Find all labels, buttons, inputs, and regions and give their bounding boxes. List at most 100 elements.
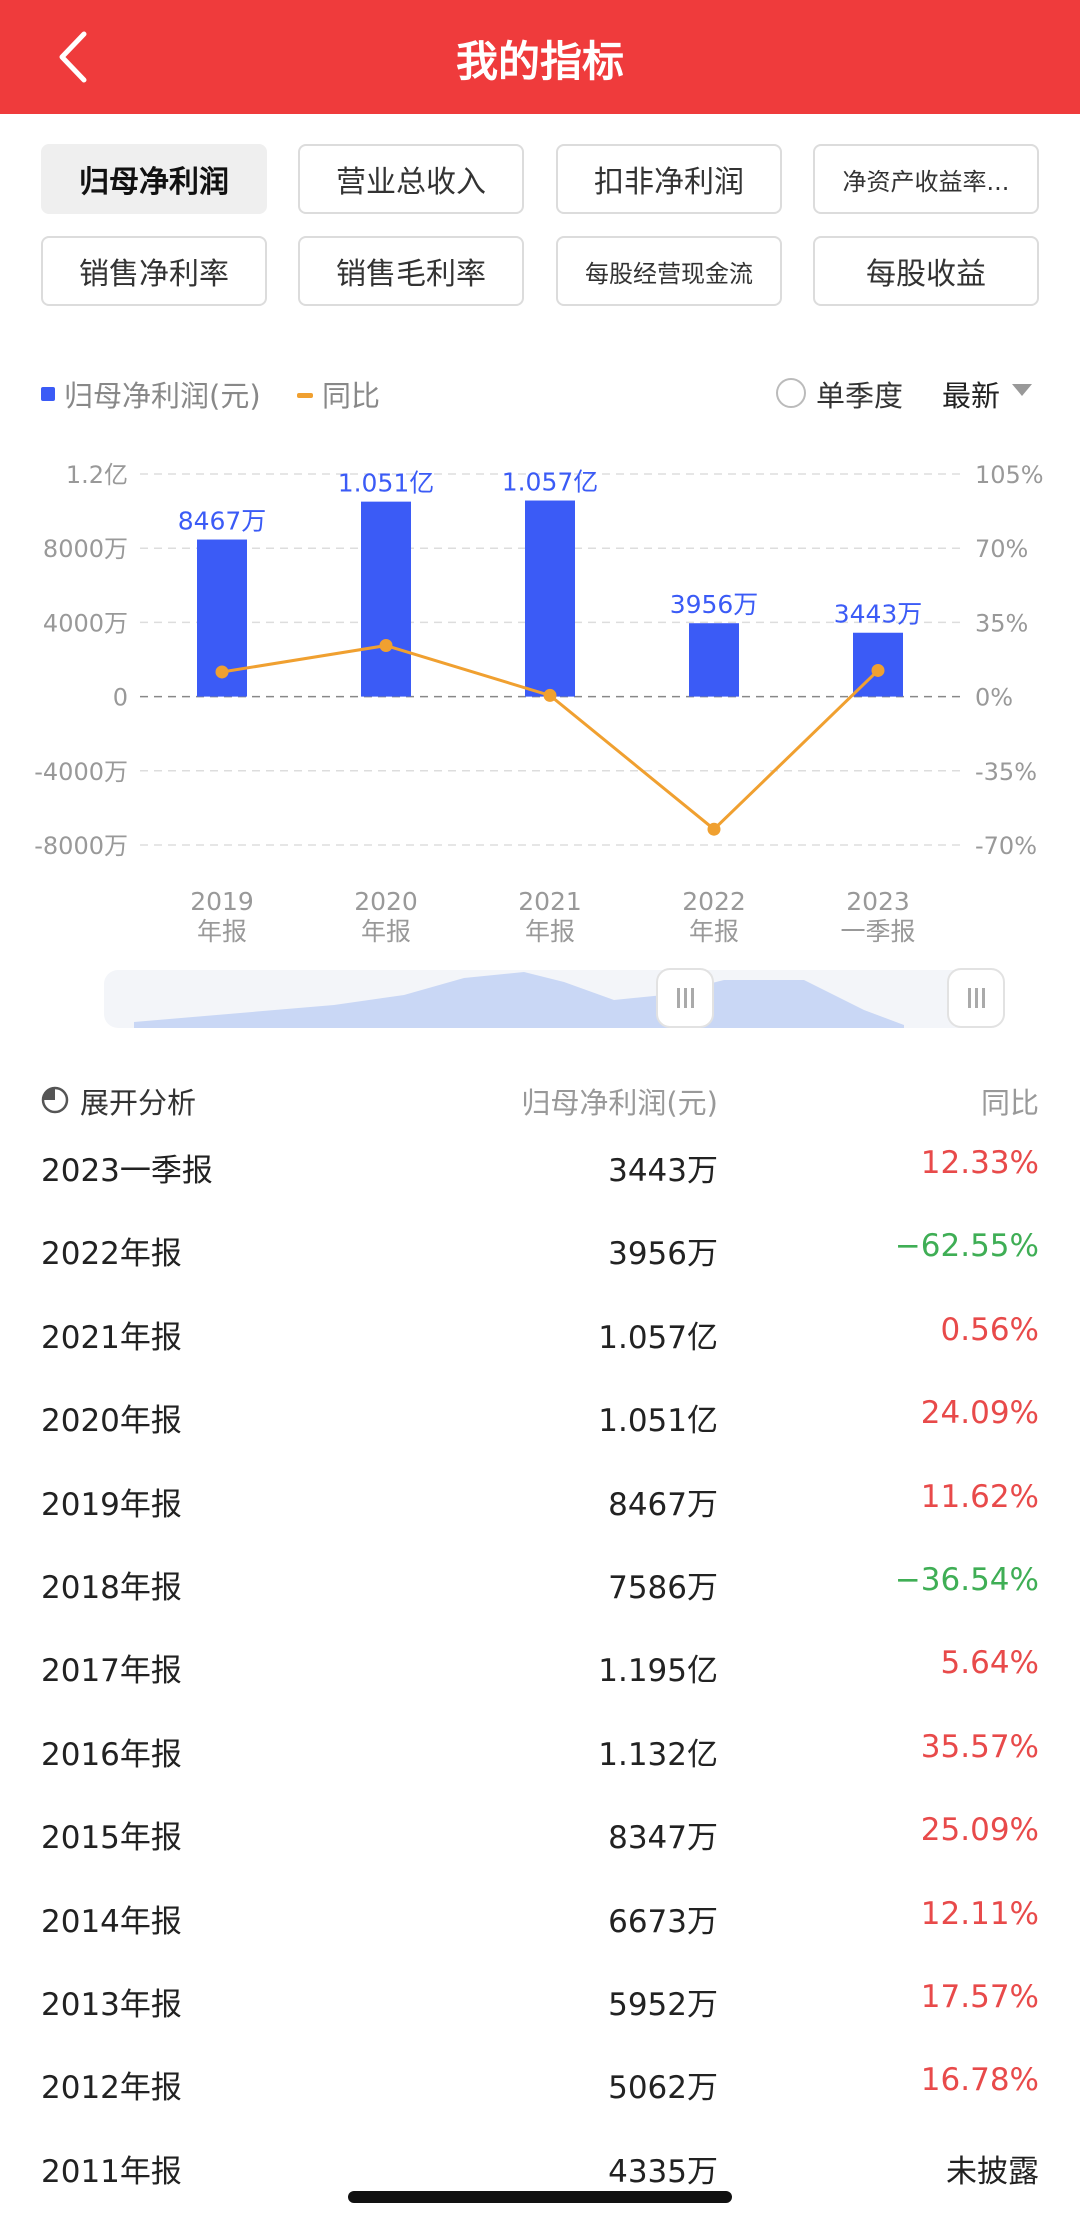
row-value: 5952万 — [608, 1987, 718, 2023]
row-value: 1.132亿 — [598, 1736, 718, 1773]
yoy-point — [543, 688, 557, 702]
table-row[interactable]: 2016年报 1.132亿 35.57% — [0, 1729, 1080, 1812]
y2-tick-label: 70% — [975, 535, 1028, 563]
y2-tick-label: 35% — [975, 609, 1028, 637]
row-value: 3443万 — [608, 1153, 718, 1189]
table-row[interactable]: 2021年报 1.057亿 0.56% — [0, 1312, 1080, 1395]
row-period: 2015年报 — [41, 1820, 182, 1857]
profit-chart: 1.2亿 8000万 4000万 0 -4000万 -8000万 105% 70% 35% 0% -… — [34, 461, 1044, 946]
bar-data-label: 3443万 — [834, 600, 923, 629]
table-row[interactable]: 2014年报 6673万 12.11% — [0, 1896, 1080, 1979]
tab-roe[interactable]: 净资产收益率... — [813, 144, 1039, 214]
bar — [361, 501, 411, 697]
bar — [689, 623, 739, 697]
row-value: 1.057亿 — [598, 1319, 718, 1356]
yoy-column-header: 同比 — [980, 1086, 1039, 1120]
row-value: 7586万 — [608, 1570, 718, 1606]
pie-chart-icon[interactable] — [40, 1085, 70, 1115]
row-yoy: 35.57% — [920, 1728, 1039, 1765]
row-value: 4335万 — [608, 2153, 718, 2190]
y-tick-label: -4000万 — [34, 758, 128, 786]
slider-right-handle[interactable] — [947, 968, 1005, 1028]
row-yoy: 12.11% — [920, 1895, 1039, 1932]
row-yoy: 11.62% — [920, 1478, 1039, 1515]
row-period: 2013年报 — [41, 1987, 182, 2023]
bar-data-label: 1.057亿 — [502, 468, 599, 497]
value-column-header: 归母净利润(元) — [521, 1086, 718, 1120]
tab-net-margin[interactable]: 销售净利率 — [41, 236, 267, 306]
row-yoy: 5.64% — [940, 1645, 1039, 1682]
quarter-label[interactable]: 单季度 — [816, 379, 904, 413]
row-period: 2011年报 — [41, 2153, 182, 2190]
row-value: 6673万 — [608, 1903, 718, 1940]
row-yoy: −36.54% — [894, 1562, 1039, 1598]
table-row[interactable]: 2020年报 1.051亿 24.09% — [0, 1395, 1080, 1478]
line-legend-swatch — [297, 393, 313, 398]
home-indicator — [348, 2191, 732, 2203]
row-yoy: 25.09% — [920, 1812, 1039, 1849]
table-row[interactable]: 2015年报 8347万 25.09% — [0, 1812, 1080, 1895]
legend-line-series: 同比 — [322, 379, 381, 413]
y2-tick-label: 0% — [975, 684, 1013, 712]
row-yoy: −62.55% — [894, 1228, 1039, 1265]
table-row[interactable]: 2012年报 5062万 16.78% — [0, 2062, 1080, 2145]
table-row[interactable]: 2019年报 8467万 11.62% — [0, 1479, 1080, 1562]
tab-gross-margin[interactable]: 销售毛利率 — [298, 236, 524, 306]
table-row[interactable]: 2022年报 3956万 −62.55% — [0, 1228, 1080, 1311]
row-period: 2020年报 — [41, 1403, 182, 1440]
bar-data-label: 1.051亿 — [338, 469, 435, 498]
y2-tick-label: 105% — [975, 461, 1044, 489]
x-tick-label: 2022 年报 — [682, 887, 746, 946]
bar-legend-swatch — [41, 387, 55, 401]
table-row[interactable]: 2013年报 5952万 17.57% — [0, 1979, 1080, 2062]
table-row[interactable]: 2023一季报 3443万 12.33% — [0, 1145, 1080, 1228]
row-yoy: 17.57% — [920, 1979, 1039, 2015]
row-yoy: 24.09% — [920, 1395, 1039, 1432]
table-row[interactable]: 2011年报 4335万 未披露 — [0, 2146, 1080, 2221]
range-slider-track[interactable] — [104, 970, 1004, 1028]
tab-eps[interactable]: 每股收益 — [813, 236, 1039, 306]
slider-preview-area — [134, 972, 904, 1028]
row-period: 2021年报 — [41, 1319, 182, 1356]
tab-total-revenue[interactable]: 营业总收入 — [298, 144, 524, 214]
bar — [525, 500, 575, 697]
table-row[interactable]: 2018年报 7586万 −36.54% — [0, 1562, 1080, 1645]
row-period: 2019年报 — [41, 1486, 182, 1523]
expand-analysis-button[interactable]: 展开分析 — [80, 1086, 197, 1120]
slider-left-handle[interactable] — [656, 968, 714, 1028]
row-value: 1.051亿 — [598, 1403, 718, 1440]
tab-deducted-net-profit[interactable]: 扣非净利润 — [556, 144, 782, 214]
yoy-point — [215, 665, 229, 679]
yoy-point — [379, 639, 393, 653]
x-tick-label: 2021 年报 — [518, 887, 582, 946]
back-arrow-icon[interactable] — [50, 30, 100, 84]
legend-bar-series: 归母净利润(元) — [64, 379, 261, 413]
page-title: 我的指标 — [455, 37, 624, 86]
y-tick-label: -8000万 — [34, 832, 128, 860]
x-tick-label: 2020 年报 — [354, 887, 418, 946]
bar-data-label: 8467万 — [178, 507, 267, 536]
row-period: 2023一季报 — [41, 1153, 213, 1189]
row-period: 2012年报 — [41, 2070, 182, 2107]
x-tick-label: 2023 一季报 — [840, 887, 915, 946]
chevron-down-icon[interactable] — [1012, 384, 1032, 396]
tab-net-profit-parent[interactable]: 归母净利润 — [41, 144, 267, 214]
y2-tick-label: -35% — [975, 758, 1037, 786]
tab-operating-cashflow-per-share[interactable]: 每股经营现金流 — [556, 236, 782, 306]
row-yoy: 16.78% — [920, 2062, 1039, 2099]
row-yoy: 12.33% — [920, 1145, 1039, 1181]
row-period: 2018年报 — [41, 1570, 182, 1606]
latest-dropdown[interactable]: 最新 — [942, 379, 1001, 413]
quarter-radio[interactable] — [776, 378, 806, 408]
row-period: 2014年报 — [41, 1903, 182, 1940]
row-value: 5062万 — [608, 2070, 718, 2107]
row-value: 3956万 — [608, 1236, 718, 1273]
y-tick-label: 1.2亿 — [66, 461, 128, 489]
row-yoy: 未披露 — [946, 2153, 1039, 2190]
y-tick-label: 4000万 — [43, 609, 128, 637]
y-tick-label: 0 — [113, 684, 128, 712]
row-value: 1.195亿 — [598, 1653, 718, 1690]
y-tick-label: 8000万 — [43, 535, 128, 563]
row-period: 2022年报 — [41, 1236, 182, 1273]
table-row[interactable]: 2017年报 1.195亿 5.64% — [0, 1645, 1080, 1728]
